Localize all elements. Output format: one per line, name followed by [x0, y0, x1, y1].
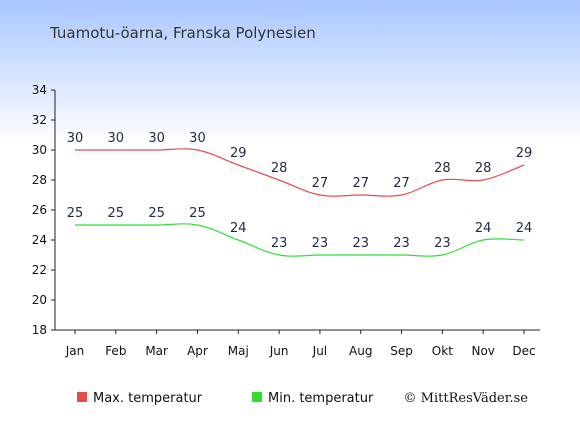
data-label-max: 30: [189, 131, 206, 146]
axes: 18 20 22 24 26 28 30 32 34 Jan Feb Mar Apr Maj Jun Jul A…: [32, 83, 540, 358]
data-label-max: 27: [312, 176, 329, 191]
data-label-max: 28: [271, 161, 288, 176]
x-tick-label: Sep: [390, 344, 413, 358]
legend-label-max: Max. temperatur: [93, 391, 203, 406]
data-label-max: 30: [148, 131, 165, 146]
copyright-text: © MittResVäder.se: [404, 391, 529, 406]
data-label-max: 30: [67, 131, 84, 146]
y-tick-label: 32: [32, 113, 47, 127]
y-tick-label: 26: [32, 203, 47, 217]
data-label-min: 25: [108, 206, 125, 221]
y-tick-label: 34: [32, 83, 47, 97]
legend-label-min: Min. temperatur: [268, 391, 374, 406]
y-tick-label: 30: [32, 143, 47, 157]
x-tick-label: Jan: [65, 344, 85, 358]
data-label-max: 28: [475, 161, 492, 176]
y-tick-label: 22: [32, 263, 47, 277]
x-tick-label: Dec: [512, 344, 535, 358]
data-label-max: 27: [393, 176, 410, 191]
x-tick-label: Jun: [269, 344, 289, 358]
y-tick-label: 20: [32, 293, 47, 307]
y-tick-label: 24: [32, 233, 47, 247]
data-label-max: 29: [516, 146, 533, 161]
data-labels: 30 30 30 30 29 28 27 27 27 28 28 29 25 25 25 25 24 23 23 23…: [67, 131, 533, 251]
x-tick-label: Maj: [228, 344, 249, 358]
series-line-max: [74, 148, 525, 197]
data-label-min: 25: [148, 206, 165, 221]
legend-swatch-min: [252, 392, 262, 402]
data-label-min: 24: [230, 221, 247, 236]
data-label-max: 29: [230, 146, 247, 161]
data-label-min: 24: [475, 221, 492, 236]
data-label-min: 25: [189, 206, 206, 221]
y-tick-label: 28: [32, 173, 47, 187]
data-label-min: 23: [271, 236, 288, 251]
data-label-min: 23: [434, 236, 451, 251]
x-tick-label: Okt: [432, 344, 453, 358]
x-tick-label: Jul: [312, 344, 327, 358]
data-label-max: 28: [434, 161, 451, 176]
data-label-max: 27: [352, 176, 369, 191]
data-label-min: 25: [67, 206, 84, 221]
chart-title: Tuamotu-öarna, Franska Polynesien: [49, 24, 316, 42]
x-tick-label: Nov: [471, 344, 494, 358]
x-tick-label: Feb: [105, 344, 126, 358]
data-label-max: 30: [108, 131, 125, 146]
data-label-min: 23: [393, 236, 410, 251]
series-lines: [74, 148, 525, 257]
legend-swatch-max: [77, 392, 87, 402]
x-tick-label: Aug: [349, 344, 372, 358]
x-tick-label: Mar: [145, 344, 168, 358]
x-tick-label: Apr: [187, 344, 208, 358]
data-label-min: 24: [516, 221, 533, 236]
data-label-min: 23: [352, 236, 369, 251]
y-tick-label: 18: [32, 323, 47, 337]
data-label-min: 23: [312, 236, 329, 251]
series-line-min: [74, 223, 525, 257]
